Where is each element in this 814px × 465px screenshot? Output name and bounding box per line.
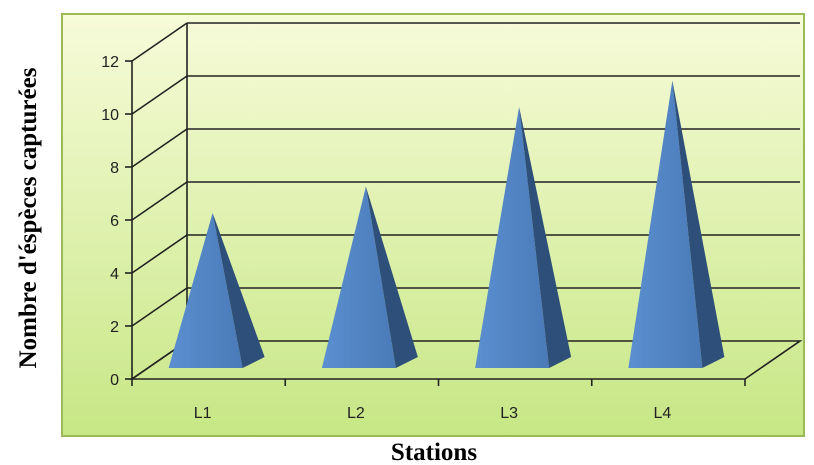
pyramid-side-face: [212, 213, 265, 368]
pyramid-front-face: [628, 80, 703, 368]
floor: [129, 340, 803, 380]
pyramid-front-face: [475, 107, 550, 368]
y-tick-label: 4: [110, 266, 119, 283]
y-tick-label: 8: [110, 160, 119, 177]
x-tick-label: L1: [194, 405, 212, 422]
gridline-side: [131, 287, 188, 327]
gridline-side: [131, 22, 188, 62]
y-tick-labels: 0 2 4 6 8 10 12: [101, 54, 119, 389]
gridline-side: [131, 234, 188, 274]
pyramid-L1: [168, 213, 265, 368]
pyramid-front-face: [321, 186, 396, 368]
axes: [125, 23, 803, 386]
y-tick-label: 12: [101, 54, 119, 71]
pyramid-L2: [321, 186, 418, 368]
x-tick-labels: L1 L2 L3 L4: [194, 405, 672, 422]
y-tick-label: 0: [110, 372, 119, 389]
gridline-side: [131, 181, 188, 221]
y-tick-label: 6: [110, 213, 119, 230]
x-tick-label: L2: [347, 405, 365, 422]
pyramid-side-face: [672, 80, 725, 368]
x-axis-title: Stations: [391, 439, 477, 465]
y-tick-label: 2: [110, 319, 119, 336]
pyramid-L3: [475, 107, 572, 368]
y-tick-label: 10: [101, 107, 119, 124]
pyramid-side-face: [365, 186, 418, 368]
gridline-side: [131, 128, 188, 168]
gridline-side: [131, 75, 188, 115]
pyramid-side-face: [519, 107, 572, 368]
x-tick-label: L4: [653, 405, 671, 422]
pyramid-front-face: [168, 213, 243, 368]
pyramids: [168, 80, 725, 368]
pyramid-L4: [628, 80, 725, 368]
x-tick-label: L3: [500, 405, 518, 422]
y-axis-title: Nombre d'éspèces capturées: [15, 67, 42, 368]
